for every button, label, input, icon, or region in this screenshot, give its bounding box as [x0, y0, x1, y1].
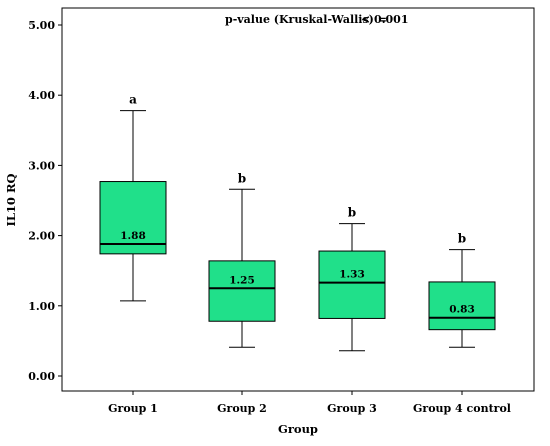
iqr-box — [99, 181, 167, 255]
x-tick-label: Group 4 control — [413, 402, 511, 415]
box-series: 1.88 a 1.25 b 1.33 b 0.83 b — [99, 93, 496, 352]
median-label: 1.33 — [339, 269, 365, 281]
box-1: 1.88 a — [99, 93, 167, 302]
significance-letter: b — [458, 232, 466, 246]
significance-letter: b — [238, 171, 246, 185]
median-label: 1.88 — [120, 230, 146, 242]
significance-letter: a — [129, 93, 137, 107]
box-4: 0.83 b — [428, 232, 496, 348]
iqr-box — [318, 250, 386, 319]
iqr-box — [428, 281, 496, 331]
y-tick-label: 4.00 — [28, 89, 55, 102]
y-axis: 0.00 1.00 2.00 3.00 4.00 5.00 — [28, 19, 62, 383]
pvalue-value: < 0.001 — [361, 13, 409, 26]
y-tick-label: 1.00 — [28, 300, 55, 313]
x-tick-label: Group 2 — [217, 402, 267, 415]
x-tick-label: Group 1 — [108, 402, 158, 415]
y-tick-label: 2.00 — [28, 230, 55, 243]
median-label: 0.83 — [449, 304, 475, 316]
pvalue-label: p-value (Kruskal-Wallis) = — [225, 13, 387, 26]
y-tick-label: 3.00 — [28, 159, 55, 172]
y-tick-label: 5.00 — [28, 19, 55, 32]
significance-letter: b — [348, 206, 356, 220]
box-3: 1.33 b — [318, 206, 386, 352]
median-label: 1.25 — [229, 274, 255, 286]
x-axis: Group 1 Group 2 Group 3 Group 4 control — [108, 391, 511, 415]
x-axis-title: Group — [278, 422, 318, 436]
x-tick-label: Group 3 — [327, 402, 377, 415]
box-2: 1.25 b — [208, 171, 276, 348]
y-tick-label: 0.00 — [28, 370, 55, 383]
iqr-box — [208, 260, 276, 322]
y-axis-title: IL10 RQ — [4, 173, 18, 226]
